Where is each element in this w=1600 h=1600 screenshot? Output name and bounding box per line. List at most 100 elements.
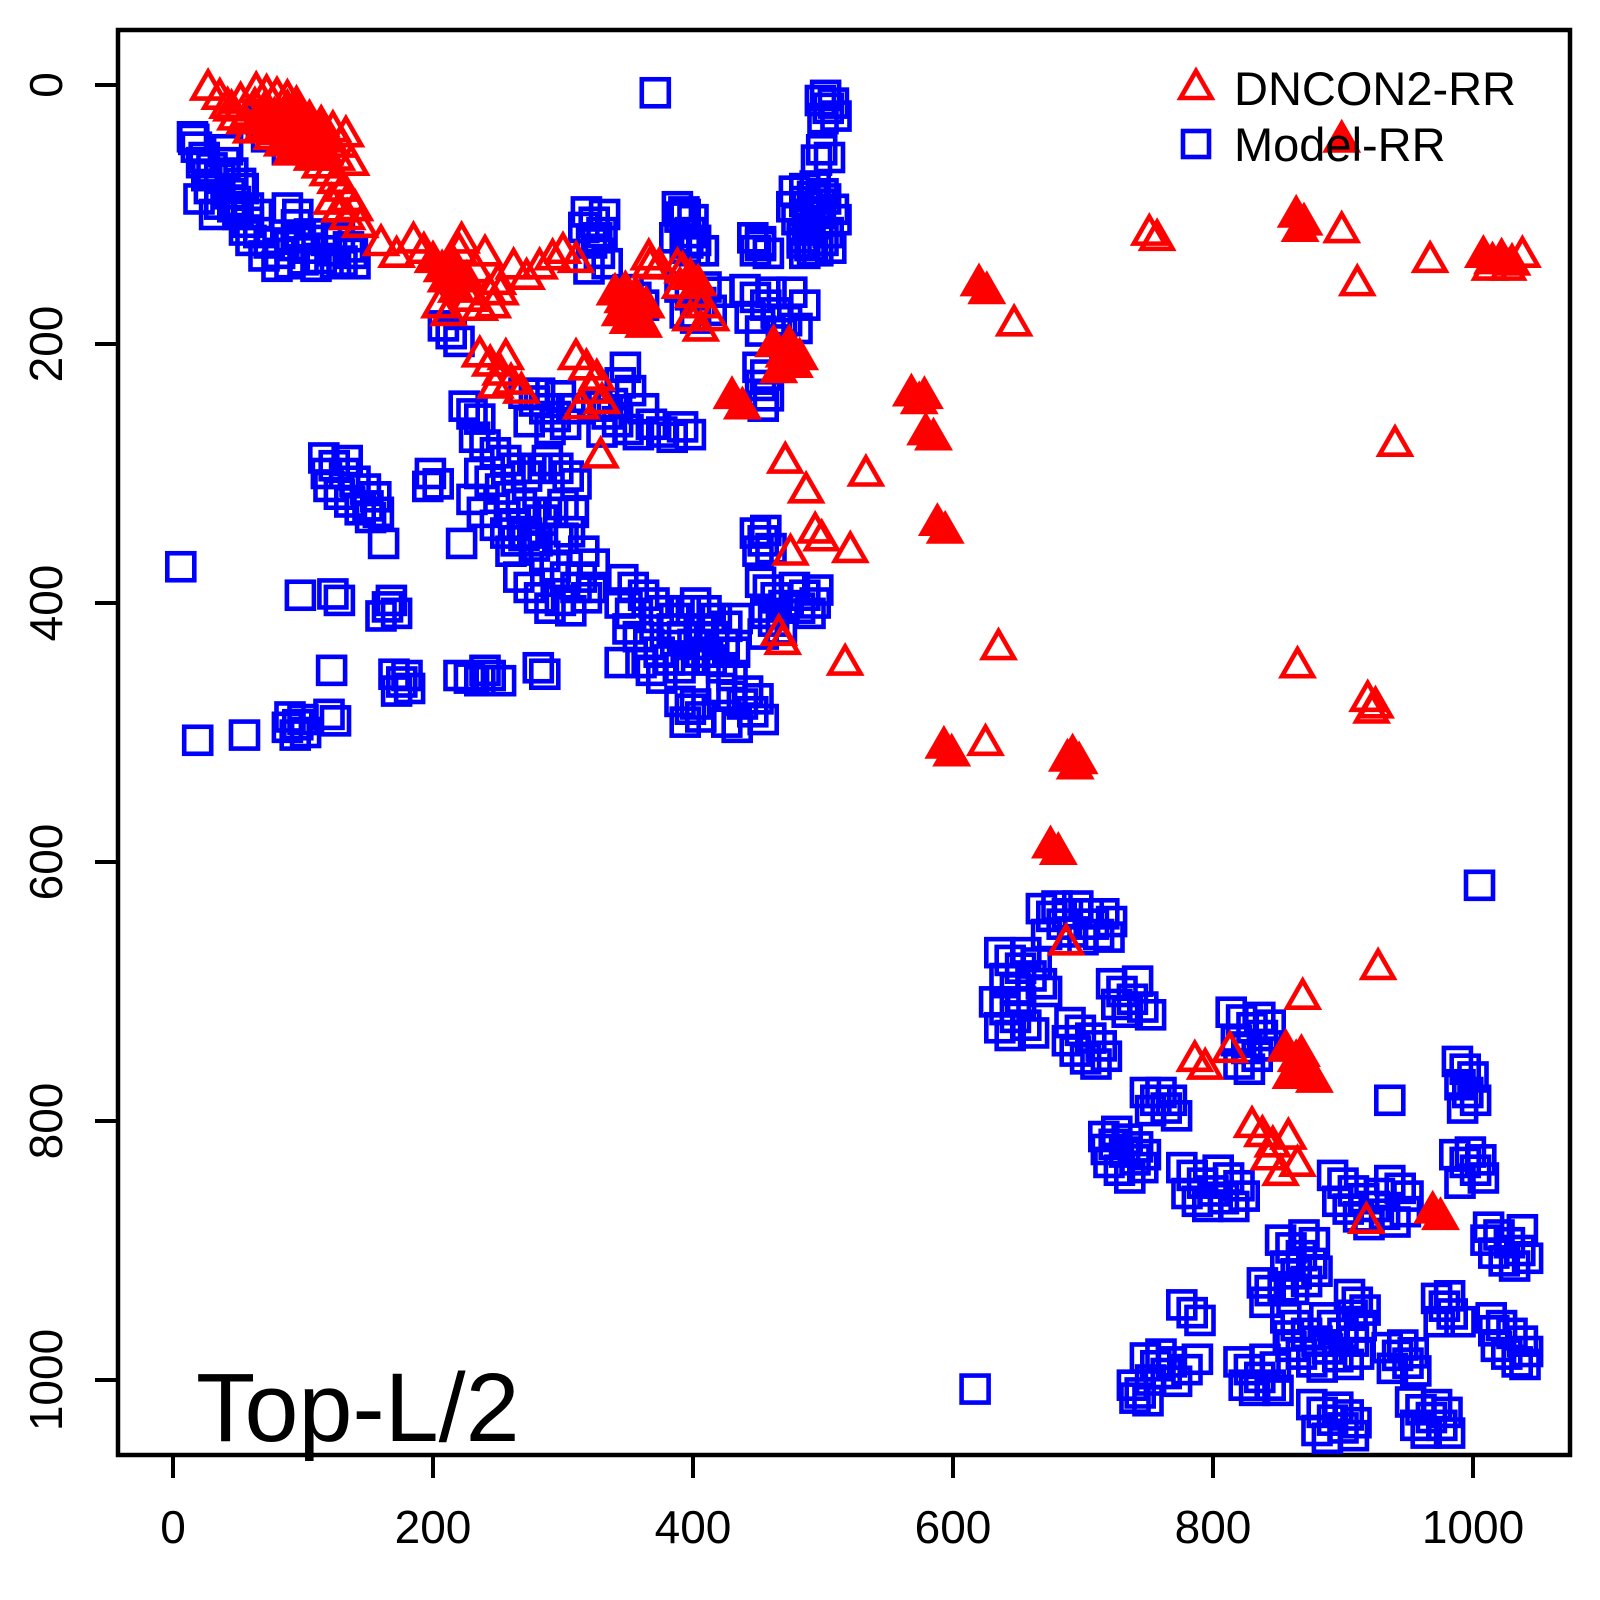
dncon2-rr-point — [802, 517, 842, 552]
model-rr-point — [211, 133, 244, 166]
dncon2-rr-point — [494, 245, 534, 280]
model-rr-point — [1069, 1043, 1102, 1075]
dncon2-rr-point — [442, 219, 482, 254]
dncon2-rr-point — [1278, 1143, 1317, 1178]
model-rr-point — [271, 192, 304, 224]
x-axis-tick-label: 1000 — [1422, 1501, 1524, 1553]
model-rr-point — [1062, 890, 1094, 922]
model-rr-point — [456, 483, 488, 516]
model-rr-point — [1345, 1309, 1377, 1342]
model-rr-point — [586, 216, 618, 249]
dncon2-rr-point — [846, 452, 886, 487]
dncon2-rr-point — [1337, 262, 1377, 297]
model-rr-point — [271, 711, 304, 744]
dncon2-rr-point — [1137, 217, 1177, 252]
model-rr-point — [284, 579, 317, 612]
model-rr-point — [1397, 1337, 1429, 1369]
x-axis-tick-label: 0 — [160, 1501, 186, 1553]
model-rr-point — [1384, 1172, 1416, 1205]
dncon2-rr-point — [830, 529, 870, 564]
dncon2-rr-point — [1271, 1055, 1311, 1089]
dncon2-rr-point — [331, 142, 371, 176]
dncon2-rr-point — [1322, 209, 1362, 244]
triangle-marker-icon — [1176, 66, 1216, 101]
model-rr-point — [1444, 1167, 1476, 1199]
model-rr-point — [801, 574, 834, 606]
model-rr-point — [1501, 1346, 1533, 1378]
dncon2-rr-point — [600, 292, 640, 327]
model-rr-point — [1082, 918, 1115, 951]
model-rr-point — [198, 198, 231, 231]
x-axis-tick-label: 400 — [655, 1501, 732, 1553]
model-rr-point — [1101, 988, 1133, 1021]
model-rr-point — [422, 468, 455, 500]
dncon2-rr-point — [1488, 246, 1528, 281]
model-rr-point — [1306, 1351, 1338, 1383]
model-rr-point — [528, 658, 561, 691]
dncon2-rr-point — [439, 230, 479, 265]
model-rr-point — [1017, 1017, 1050, 1049]
model-rr-point — [666, 411, 699, 443]
model-rr-point — [1420, 1388, 1453, 1421]
model-rr-point — [1446, 1092, 1479, 1124]
dncon2-rr-point — [486, 336, 526, 371]
model-rr-point — [315, 654, 348, 687]
model-rr-point — [1478, 1314, 1510, 1347]
model-rr-point — [375, 584, 408, 617]
model-rr-point — [443, 325, 475, 358]
model-rr-point — [1392, 1180, 1424, 1212]
model-rr-point — [744, 369, 777, 402]
dncon2-rr-point — [581, 434, 621, 469]
model-rr-point — [544, 379, 577, 412]
model-rr-point — [1431, 1396, 1463, 1429]
model-rr-point — [1212, 1162, 1245, 1194]
model-rr-point — [794, 229, 826, 262]
model-rr-point — [1463, 869, 1496, 902]
model-rr-point — [281, 708, 314, 741]
dncon2-rr-point — [340, 204, 380, 239]
model-rr-point — [1181, 1185, 1214, 1218]
model-rr-point — [1020, 947, 1053, 979]
model-rr-point — [1246, 1267, 1279, 1299]
model-rr-point — [463, 664, 496, 697]
model-rr-point — [1121, 965, 1154, 997]
model-rr-point — [385, 666, 418, 698]
model-rr-point — [528, 540, 561, 573]
model-rr-point — [1374, 1084, 1406, 1117]
dncon2-rr-point — [1129, 212, 1169, 246]
model-rr-point — [1400, 1409, 1432, 1442]
x-axis-tick-label: 600 — [915, 1501, 992, 1553]
model-rr-point — [1155, 1346, 1188, 1378]
model-rr-point — [1155, 1084, 1188, 1117]
model-rr-point — [1090, 1133, 1123, 1166]
model-rr-point — [1111, 996, 1143, 1029]
model-rr-point — [495, 535, 527, 568]
square-marker-icon — [1180, 128, 1212, 160]
x-axis-tick-label: 800 — [1175, 1501, 1252, 1553]
dncon2-rr-point — [501, 370, 541, 404]
dncon2-rr-point — [605, 268, 645, 303]
model-rr-point — [805, 133, 838, 166]
model-rr-point — [1176, 1296, 1208, 1329]
model-rr-point — [1009, 936, 1042, 969]
model-rr-point — [604, 587, 637, 619]
model-rr-point — [411, 470, 444, 503]
model-rr-point — [635, 654, 668, 687]
model-rr-point — [181, 724, 214, 757]
model-rr-point — [983, 1011, 1016, 1044]
model-rr-point — [522, 651, 555, 684]
dncon2-rr-point — [1375, 423, 1415, 458]
legend-label-dncon2: DNCON2-RR — [1234, 61, 1516, 115]
dncon2-rr-point — [630, 244, 670, 279]
dncon2-rr-point — [1185, 1045, 1225, 1080]
dncon2-rr-point — [780, 336, 820, 371]
dncon2-rr-point — [825, 641, 865, 676]
y-axis-tick-label: 200 — [20, 306, 72, 383]
model-rr-point — [755, 276, 787, 309]
model-rr-point — [544, 584, 577, 617]
model-rr-point — [456, 398, 488, 430]
model-rr-point — [1072, 897, 1104, 930]
model-rr-point — [1192, 1190, 1224, 1223]
